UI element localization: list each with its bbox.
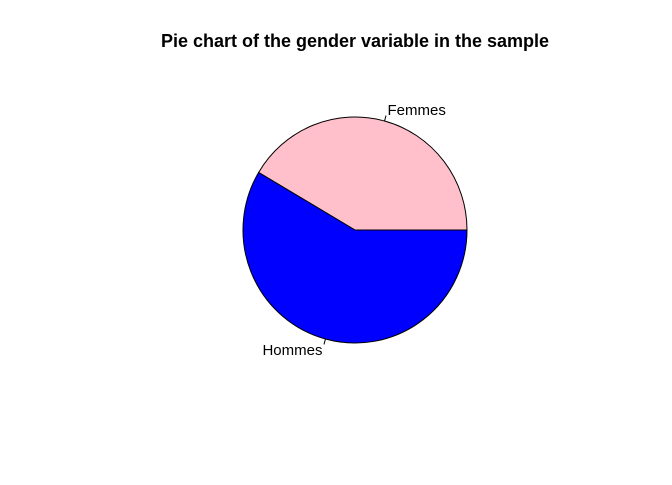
pie-leader-line-hommes bbox=[323, 338, 326, 345]
pie-slice-hommes bbox=[242, 171, 468, 344]
pie-leader-line-femmes bbox=[384, 115, 387, 122]
pie-label-hommes: Hommes bbox=[262, 342, 322, 359]
pie-label-femmes: Femmes bbox=[388, 102, 446, 119]
pie-slice-femmes bbox=[257, 116, 468, 231]
pie-labels: Femmes Hommes bbox=[262, 102, 445, 359]
pie-slices bbox=[242, 116, 468, 344]
chart-title: Pie chart of the gender variable in the … bbox=[161, 31, 549, 51]
